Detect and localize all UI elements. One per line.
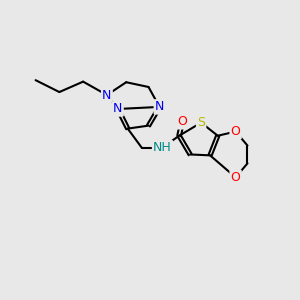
Text: O: O: [231, 171, 241, 184]
Text: N: N: [102, 88, 112, 101]
Text: N: N: [113, 103, 123, 116]
Text: S: S: [197, 116, 205, 129]
Text: O: O: [231, 125, 241, 138]
Text: O: O: [177, 115, 187, 128]
Text: N: N: [155, 100, 164, 113]
Text: NH: NH: [153, 141, 172, 154]
